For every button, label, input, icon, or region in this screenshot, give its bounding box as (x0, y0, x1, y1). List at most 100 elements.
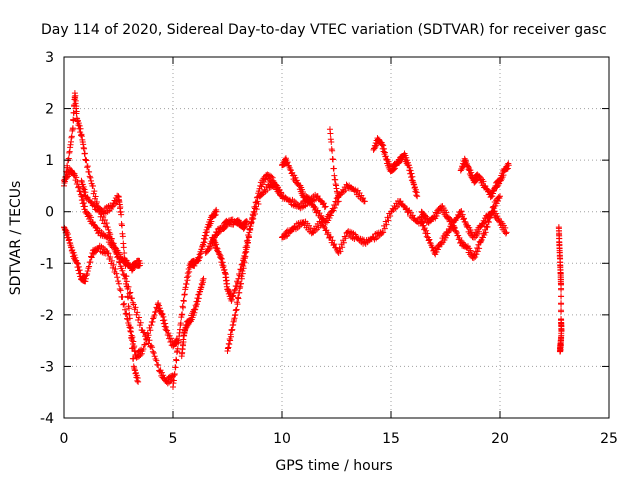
data-point-marker (129, 295, 136, 302)
data-point-marker (202, 249, 209, 256)
data-point-marker (483, 185, 490, 192)
data-point-marker (193, 303, 200, 310)
y-tick-label: -1 (40, 256, 54, 272)
data-point-marker (89, 182, 96, 189)
data-point-marker (485, 219, 492, 226)
data-point-marker (63, 169, 70, 176)
data-point-marker (232, 286, 239, 293)
data-point-marker (81, 203, 88, 210)
plot-frame (63, 56, 610, 419)
y-tick-label: 1 (45, 153, 54, 169)
data-point-marker (333, 201, 340, 208)
data-point-marker (436, 207, 443, 214)
data-point-marker (167, 378, 174, 385)
data-point-marker (77, 125, 84, 132)
data-point-marker (164, 327, 171, 334)
data-point-marker (433, 249, 440, 256)
data-point-marker (130, 338, 137, 345)
data-point-marker (234, 301, 241, 308)
data-point-marker (225, 217, 232, 224)
data-point-marker (104, 224, 111, 231)
data-point-marker (118, 211, 125, 218)
x-tick-label: 10 (273, 431, 291, 447)
data-point-marker (135, 314, 142, 321)
data-point-marker (328, 139, 335, 146)
data-point-marker (159, 310, 166, 317)
data-point-marker (168, 335, 175, 342)
data-point-marker (361, 198, 368, 205)
data-point-marker (83, 157, 90, 164)
data-point-marker (150, 350, 157, 357)
data-point-marker (149, 348, 156, 355)
data-point-marker (405, 162, 412, 169)
data-point-marker (73, 108, 80, 115)
data-point-marker (558, 337, 565, 344)
data-point-marker (458, 208, 465, 215)
data-point-marker (282, 233, 289, 240)
data-point-marker (330, 156, 337, 163)
data-point-marker (505, 162, 512, 169)
data-point-marker (318, 219, 325, 226)
data-point-marker (423, 233, 430, 240)
data-point-marker (112, 266, 119, 273)
data-point-marker (117, 287, 124, 294)
data-point-marker (179, 311, 186, 318)
data-point-marker (253, 194, 260, 201)
data-point-marker (479, 221, 486, 228)
data-point-marker (122, 311, 129, 318)
data-point-marker (87, 259, 94, 266)
data-point-marker (244, 239, 251, 246)
data-point-marker (92, 193, 99, 200)
data-point-marker (81, 200, 88, 207)
data-point-marker (233, 306, 240, 313)
x-tick-label: 15 (382, 431, 400, 447)
data-point-marker (461, 215, 468, 222)
data-point-marker (391, 166, 398, 173)
data-point-marker (424, 230, 431, 237)
x-tick-label: 20 (491, 431, 509, 447)
data-point-marker (484, 223, 491, 230)
data-point-marker (177, 320, 184, 327)
data-point-marker (137, 260, 144, 267)
data-point-marker (502, 224, 509, 231)
chart-title: Day 114 of 2020, Sidereal Day-to-day VTE… (41, 22, 607, 38)
series-track-m (370, 135, 421, 200)
data-point-marker (480, 178, 487, 185)
data-point-marker (193, 301, 200, 308)
data-point-marker (208, 218, 215, 225)
data-point-marker (268, 173, 275, 180)
data-point-marker (254, 194, 261, 201)
data-point-marker (109, 264, 116, 271)
data-point-marker (105, 250, 112, 257)
data-point-marker (80, 183, 87, 190)
data-point-marker (558, 307, 565, 314)
data-point-marker (185, 273, 192, 280)
data-point-marker (79, 193, 86, 200)
data-point-marker (252, 199, 259, 206)
data-point-marker (278, 189, 285, 196)
data-point-marker (165, 330, 172, 337)
data-point-marker (228, 296, 235, 303)
data-point-marker (319, 219, 326, 226)
data-point-marker (338, 241, 345, 248)
data-point-marker (503, 229, 510, 236)
data-point-marker (170, 377, 177, 384)
data-point-marker (327, 212, 334, 219)
data-point-marker (133, 372, 140, 379)
data-point-marker (502, 230, 509, 237)
data-point-marker (482, 229, 489, 236)
data-point-marker (172, 364, 179, 371)
data-point-marker (84, 164, 91, 171)
data-point-marker (138, 350, 145, 357)
axis-ticks: 0 5 10 15 20 25 -4 -3 -2 -1 0 1 2 3 (40, 50, 618, 447)
data-point-marker (406, 164, 413, 171)
data-point-marker (110, 240, 117, 247)
data-point-marker (180, 338, 187, 345)
data-point-marker (122, 262, 129, 269)
data-point-marker (329, 237, 336, 244)
data-point-marker (77, 270, 84, 277)
series-track-l (326, 126, 342, 205)
data-point-marker (115, 280, 122, 287)
data-point-marker (150, 315, 157, 322)
